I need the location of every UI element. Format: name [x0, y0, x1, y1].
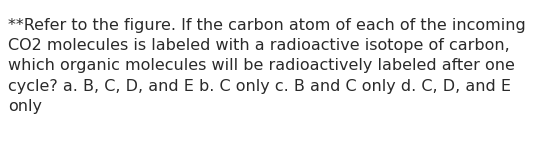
Text: **Refer to the figure. If the carbon atom of each of the incoming
CO2 molecules : **Refer to the figure. If the carbon ato…: [8, 18, 526, 114]
